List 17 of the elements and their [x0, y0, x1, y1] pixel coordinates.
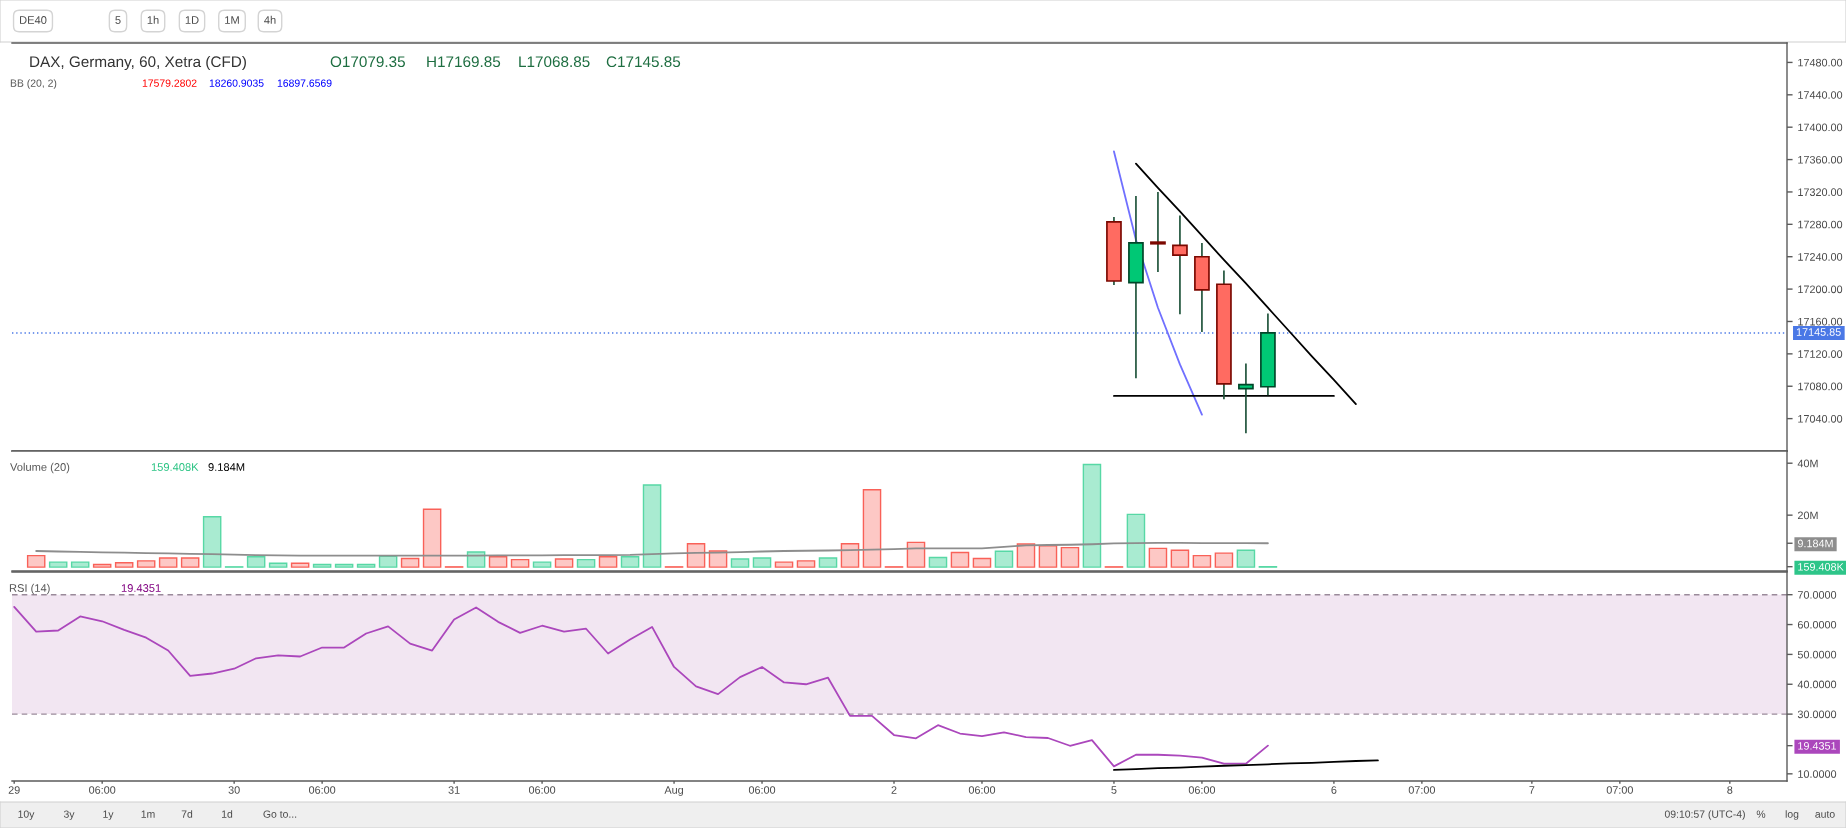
text: 09:10:57 (UTC-4) — [1664, 810, 1745, 820]
text: 3y — [63, 810, 75, 820]
text: 1m — [141, 810, 155, 818]
text: 1M — [225, 16, 239, 24]
text: 10y — [18, 810, 35, 820]
text: 1h — [147, 15, 159, 24]
text: 4h — [264, 15, 276, 24]
text: 1y — [103, 810, 114, 820]
text: 1d — [222, 810, 233, 818]
text: % — [1756, 810, 1766, 818]
text: log — [1785, 810, 1799, 820]
text: 1D — [185, 16, 199, 24]
text: 7d — [181, 810, 193, 818]
text: Go to... — [263, 810, 297, 818]
text: auto — [1815, 810, 1835, 818]
text: DE40 — [20, 16, 47, 24]
text: 5 — [115, 16, 121, 24]
